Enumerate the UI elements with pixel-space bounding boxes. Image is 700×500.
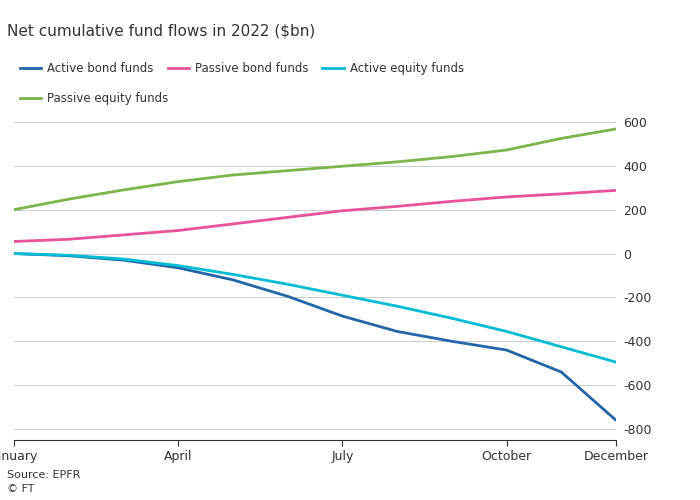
Passive equity funds <box>557 136 566 141</box>
Passive equity funds <box>64 196 73 202</box>
Active bond funds <box>10 250 18 256</box>
Passive bond funds <box>10 238 18 244</box>
Active bond funds <box>612 418 620 424</box>
Passive bond funds <box>612 188 620 194</box>
Passive bond funds <box>174 228 183 234</box>
Passive bond funds <box>64 236 73 242</box>
Passive equity funds <box>503 147 511 153</box>
Passive equity funds <box>612 126 620 132</box>
Passive equity funds <box>119 187 127 193</box>
Line: Passive equity funds: Passive equity funds <box>14 129 616 210</box>
Text: Source: EPFR: Source: EPFR <box>7 470 80 480</box>
Active equity funds <box>557 344 566 350</box>
Passive equity funds <box>447 154 456 160</box>
Active equity funds <box>229 272 237 278</box>
Passive bond funds <box>229 221 237 227</box>
Active bond funds <box>229 277 237 283</box>
Passive equity funds <box>393 159 401 165</box>
Active bond funds <box>503 347 511 353</box>
Legend: Passive equity funds: Passive equity funds <box>20 92 168 106</box>
Active equity funds <box>284 282 292 288</box>
Passive equity funds <box>284 168 292 173</box>
Passive bond funds <box>338 208 346 214</box>
Passive bond funds <box>119 232 127 238</box>
Active bond funds <box>174 265 183 271</box>
Text: Net cumulative fund flows in 2022 ($bn): Net cumulative fund flows in 2022 ($bn) <box>7 23 315 38</box>
Passive equity funds <box>338 163 346 169</box>
Passive bond funds <box>447 198 456 204</box>
Passive bond funds <box>557 191 566 197</box>
Active bond funds <box>557 369 566 375</box>
Passive equity funds <box>10 206 18 212</box>
Active equity funds <box>393 303 401 309</box>
Text: © FT: © FT <box>7 484 34 494</box>
Active equity funds <box>119 256 127 262</box>
Passive bond funds <box>503 194 511 200</box>
Active equity funds <box>338 292 346 298</box>
Active equity funds <box>64 252 73 258</box>
Passive equity funds <box>174 178 183 184</box>
Passive equity funds <box>229 172 237 178</box>
Active bond funds <box>64 252 73 258</box>
Active equity funds <box>174 262 183 268</box>
Active equity funds <box>447 316 456 322</box>
Line: Passive bond funds: Passive bond funds <box>14 190 616 242</box>
Active equity funds <box>612 359 620 365</box>
Line: Active equity funds: Active equity funds <box>14 254 616 362</box>
Active equity funds <box>503 328 511 334</box>
Passive bond funds <box>393 204 401 210</box>
Active equity funds <box>10 250 18 256</box>
Active bond funds <box>119 257 127 263</box>
Passive bond funds <box>284 214 292 220</box>
Active bond funds <box>338 313 346 319</box>
Line: Active bond funds: Active bond funds <box>14 254 616 420</box>
Active bond funds <box>447 338 456 344</box>
Active bond funds <box>284 294 292 300</box>
Active bond funds <box>393 328 401 334</box>
